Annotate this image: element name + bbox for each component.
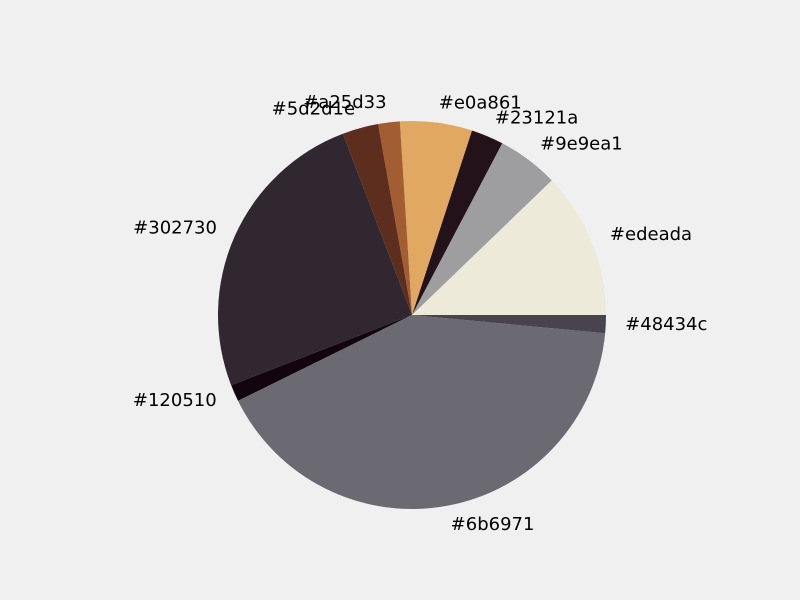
- pie-slice-e0a861: [399, 120, 472, 315]
- pie-slice-120510: [231, 315, 412, 401]
- pie-slice-a25d33: [378, 121, 412, 315]
- pie-slice-5d2d1e: [342, 123, 412, 316]
- pie-slice-302730: [218, 133, 412, 386]
- pie-label-48434c: #48434c: [625, 314, 707, 335]
- pie-label-edeada: #edeada: [610, 224, 692, 245]
- pie-labels: #edeada #9e9ea1 #23121a#e0a861 #a25d33#5d2d…: [133, 92, 708, 535]
- pie-label-a25d33: #a25d33: [303, 92, 386, 113]
- pie-slice-edeada: [412, 180, 606, 315]
- pie-label-302730: #302730: [133, 217, 217, 238]
- pie-slice-9e9ea1: [412, 143, 552, 315]
- pie-label-120510: #120510: [133, 390, 217, 411]
- pie-label-6b6971: #6b6971: [451, 514, 535, 535]
- pie-label-e0a861: #e0a861: [439, 92, 522, 113]
- pie-slice-23121a: [412, 130, 503, 315]
- pie-label-9e9ea1: #9e9ea1: [540, 133, 623, 154]
- pie-slice-6b6971: [238, 315, 606, 510]
- pie-slices: [218, 120, 606, 510]
- pie-label-23121a: #23121a: [495, 107, 578, 128]
- pie-label-5d2d1e: #5d2d1e: [272, 98, 355, 119]
- pie-slice-48434c: [412, 315, 606, 334]
